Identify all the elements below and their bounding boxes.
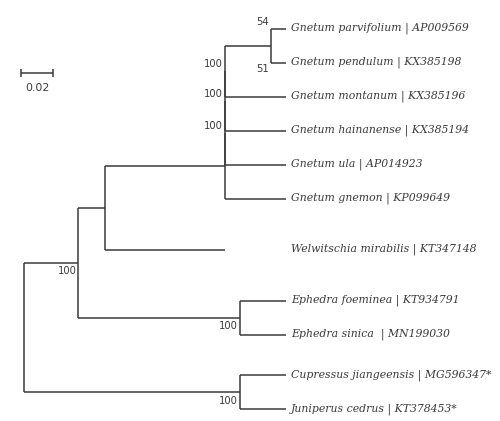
Text: Gnetum montanum | KX385196: Gnetum montanum | KX385196 xyxy=(291,91,465,102)
Text: Gnetum gnemon | KP099649: Gnetum gnemon | KP099649 xyxy=(291,193,450,204)
Text: Ephedra foeminea | KT934791: Ephedra foeminea | KT934791 xyxy=(291,295,460,306)
Text: Gnetum ula | AP014923: Gnetum ula | AP014923 xyxy=(291,159,422,171)
Text: 100: 100 xyxy=(220,396,238,406)
Text: Welwitschia mirabilis | KT347148: Welwitschia mirabilis | KT347148 xyxy=(291,244,476,256)
Text: 100: 100 xyxy=(204,121,223,131)
Text: 54: 54 xyxy=(256,17,269,27)
Text: 100: 100 xyxy=(220,321,238,331)
Text: 0.02: 0.02 xyxy=(25,83,49,93)
Text: 100: 100 xyxy=(204,59,223,69)
Text: 100: 100 xyxy=(204,89,223,99)
Text: Ephedra sinica  | MN199030: Ephedra sinica | MN199030 xyxy=(291,329,450,340)
Text: Juniperus cedrus | KT378453*: Juniperus cedrus | KT378453* xyxy=(291,404,458,415)
Text: 100: 100 xyxy=(58,266,76,276)
Text: Gnetum pendulum | KX385198: Gnetum pendulum | KX385198 xyxy=(291,57,461,68)
Text: Gnetum parvifolium | AP009569: Gnetum parvifolium | AP009569 xyxy=(291,23,469,35)
Text: 51: 51 xyxy=(256,64,269,74)
Text: Gnetum hainanense | KX385194: Gnetum hainanense | KX385194 xyxy=(291,125,469,136)
Text: Cupressus jiangeensis | MG596347*: Cupressus jiangeensis | MG596347* xyxy=(291,370,492,381)
